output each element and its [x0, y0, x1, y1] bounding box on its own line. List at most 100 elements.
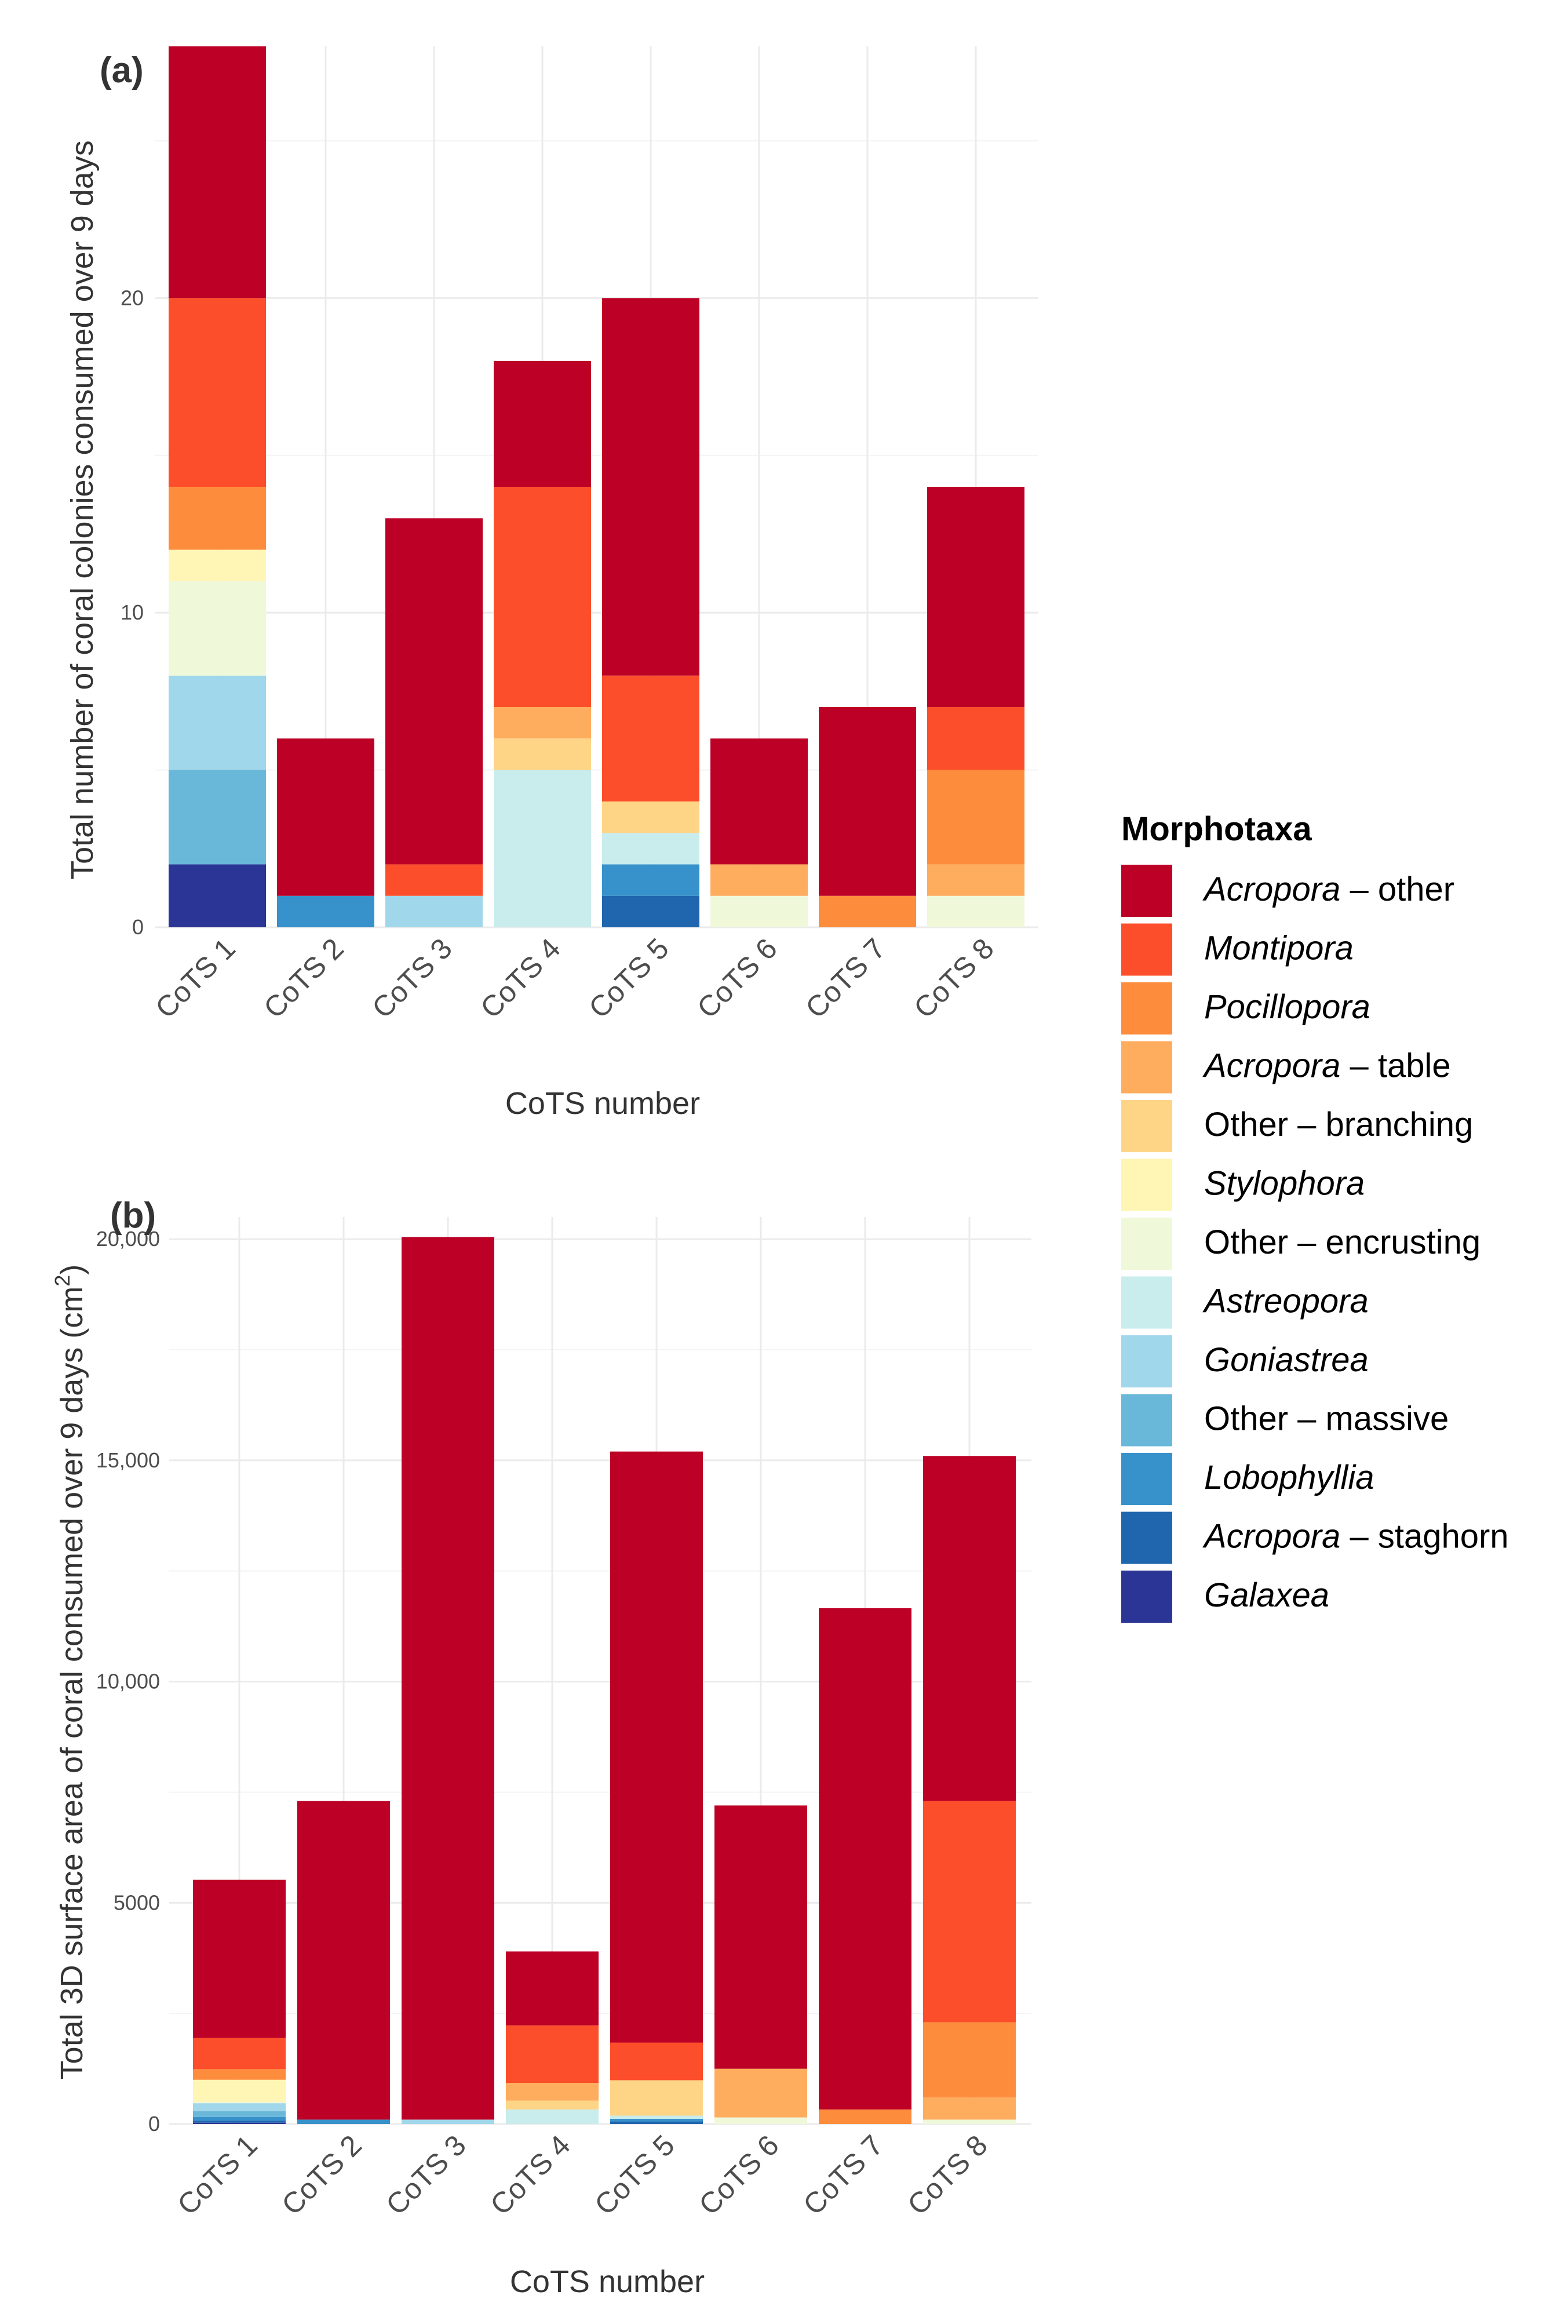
y-axis-title-b: Total 3D surface area of coral consumed … [50, 1265, 89, 2080]
legend-item: Pocillopora [1121, 982, 1370, 1034]
bar-segment [169, 298, 266, 487]
legend-swatch [1121, 923, 1172, 976]
y-tick-label: 10 [121, 600, 144, 624]
legend-label-italic: Goniastrea [1204, 1341, 1369, 1379]
bar-segment [927, 707, 1024, 770]
bar-segment [494, 487, 591, 707]
bar-segment [169, 770, 266, 865]
y-tick-labels-a: 0 10 20 [121, 286, 144, 939]
bar-segment [169, 549, 266, 581]
x-tick-label: CoTS 1 [171, 2129, 263, 2221]
bar-segment [193, 2111, 286, 2117]
legend-item: Other – encrusting [1121, 1218, 1481, 1270]
legend-label: Stylophora [1204, 1165, 1365, 1203]
legend-label: Other – branching [1204, 1106, 1473, 1143]
legend-label-rest: – staghorn [1340, 1518, 1508, 1556]
bar-segment [169, 487, 266, 550]
y-tick-label: 20,000 [96, 1227, 160, 1251]
x-tick-label: CoTS 8 [907, 932, 1000, 1024]
bar-segment [506, 2025, 599, 2083]
bar-segment [610, 2121, 703, 2124]
legend-label: Acropora – other [1202, 870, 1454, 908]
panel-label-a: (a) [100, 50, 144, 90]
bar-segment [610, 2080, 703, 2116]
bar-segment [602, 801, 699, 833]
x-tick-label: CoTS 4 [484, 2129, 576, 2221]
bar-segment [402, 2119, 494, 2124]
bar-segment [602, 864, 699, 896]
x-tick-label: CoTS 5 [588, 2129, 680, 2221]
x-tick-labels-a: CoTS 1 CoTS 2 CoTS 3 CoTS 4 CoTS 5 CoTS 6 CoTS… [149, 932, 1000, 1024]
x-tick-label: CoTS 7 [797, 2129, 889, 2221]
bar-segment [923, 1456, 1016, 1801]
legend-label-italic: Acropora [1202, 1047, 1340, 1085]
legend-label: Other – encrusting [1204, 1223, 1481, 1261]
y-tick-label: 0 [148, 2112, 160, 2136]
x-tick-label: CoTS 8 [901, 2129, 993, 2221]
legend-label-italic: Stylophora [1204, 1165, 1365, 1203]
x-axis-title-a: CoTS number [505, 1086, 700, 1121]
bar-segment [610, 2118, 703, 2122]
panel-a: 0 10 20 CoTS 1 CoTS 2 CoTS 3 CoTS 4 CoTS 5 CoTS… [65, 46, 1038, 1121]
bar-segment [494, 738, 591, 770]
bar-segment [714, 2068, 807, 2118]
bar-segment [297, 1801, 390, 2120]
legend-swatch [1121, 982, 1172, 1034]
legend-items: Acropora – other Montipora Pocillopora Acro… [1121, 865, 1509, 1623]
bar-segment [277, 738, 374, 896]
legend-swatch [1121, 1394, 1172, 1447]
bar-segment [385, 895, 483, 927]
bar-segment [610, 2042, 703, 2081]
y-axis-title-b-main: Total 3D surface area of coral consumed … [54, 1287, 89, 2080]
bar-segment [927, 895, 1024, 927]
legend-label-rest: Other – massive [1204, 1400, 1449, 1438]
x-tick-label: CoTS 6 [692, 2129, 785, 2221]
legend-label: Pocillopora [1204, 988, 1370, 1026]
bar-segment [923, 2022, 1016, 2098]
bar-segment [193, 2103, 286, 2111]
bar-segment [169, 581, 266, 676]
x-tick-labels-b: CoTS 1 CoTS 2 CoTS 3 CoTS 4 CoTS 5 CoTS 6 CoTS… [171, 2129, 993, 2221]
legend-label-italic: Astreopora [1202, 1283, 1369, 1320]
bar-segment [193, 2038, 286, 2070]
legend: Morphotaxa Acropora – other Montipora Poci… [1121, 810, 1509, 1623]
legend-swatch [1121, 1511, 1172, 1564]
bar-segment [193, 2079, 286, 2102]
y-axis-title-b-suffix: ) [54, 1265, 89, 1275]
x-tick-label: CoTS 6 [691, 932, 783, 1024]
x-tick-label: CoTS 2 [257, 932, 349, 1024]
bar-segment [602, 298, 699, 676]
legend-label-italic: Lobophyllia [1204, 1459, 1374, 1496]
legend-item: Galaxea [1121, 1571, 1329, 1623]
bar-segment [602, 895, 699, 927]
legend-label: Goniastrea [1204, 1341, 1369, 1379]
bar-segment [714, 1805, 807, 2069]
y-tick-label: 0 [132, 915, 144, 939]
bar-segment [610, 1451, 703, 2043]
legend-swatch [1121, 1453, 1172, 1505]
bar-segment [923, 2119, 1016, 2124]
legend-label-rest: Other – branching [1204, 1106, 1473, 1143]
bar-segment [506, 2083, 599, 2101]
legend-swatch [1121, 1100, 1172, 1152]
y-tick-label: 20 [121, 286, 144, 309]
legend-item: Lobophyllia [1121, 1453, 1374, 1505]
x-tick-label: CoTS 1 [149, 932, 241, 1024]
x-tick-label: CoTS 7 [799, 932, 891, 1024]
legend-swatch [1121, 865, 1172, 917]
legend-swatch [1121, 1159, 1172, 1211]
bar-segment [819, 2109, 911, 2124]
legend-title: Morphotaxa [1121, 810, 1312, 848]
bar-segment [169, 675, 266, 770]
x-tick-label: CoTS 5 [582, 932, 674, 1024]
legend-swatch [1121, 1276, 1172, 1329]
bars-a [169, 46, 1024, 927]
bar-segment [506, 1951, 599, 2026]
y-tick-labels-b: 0 5000 10,000 15,000 20,000 [96, 1227, 160, 2136]
bar-segment [506, 2109, 599, 2124]
x-tick-label: CoTS 4 [474, 932, 566, 1024]
bar-segment [193, 2069, 286, 2080]
bar-segment [494, 770, 591, 927]
bar-segment [494, 707, 591, 739]
legend-swatch [1121, 1218, 1172, 1270]
